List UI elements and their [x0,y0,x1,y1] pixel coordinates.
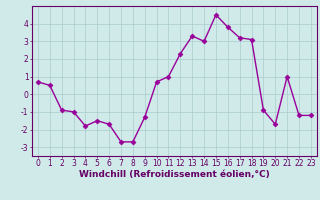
X-axis label: Windchill (Refroidissement éolien,°C): Windchill (Refroidissement éolien,°C) [79,170,270,179]
